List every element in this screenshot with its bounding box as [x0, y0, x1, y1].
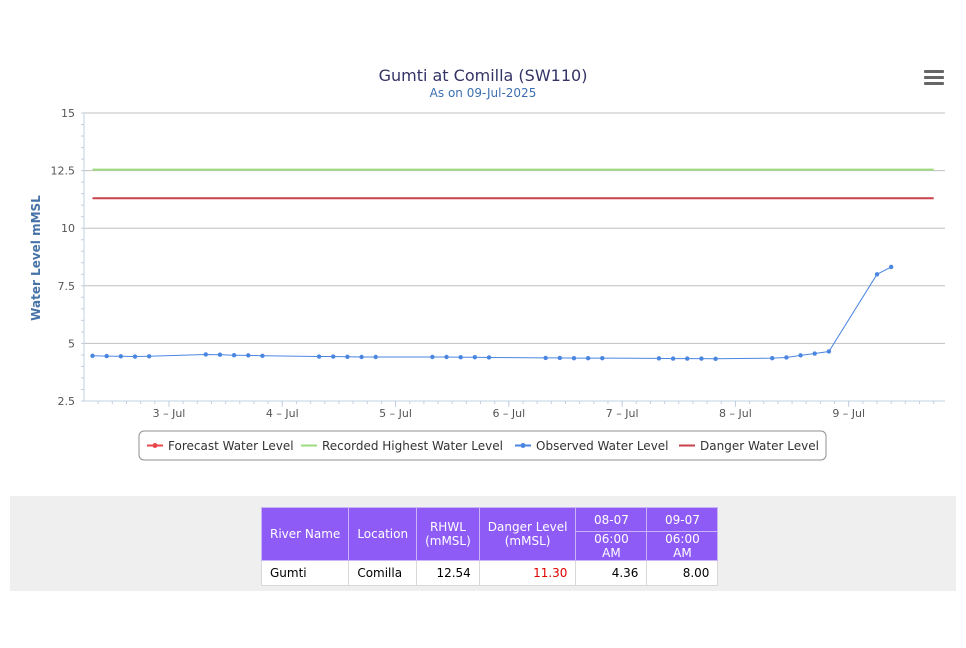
table-row: Gumti Comilla 12.54 11.30 4.36 8.00: [260, 560, 719, 586]
data-point[interactable]: [670, 356, 676, 361]
legend-marker: [520, 443, 526, 448]
y-tick-label: 7.5: [58, 280, 76, 293]
data-point[interactable]: [359, 354, 364, 360]
legend[interactable]: Forecast Water Level Recorded Highest Wat…: [138, 430, 827, 461]
hamburger-menu-icon[interactable]: [922, 68, 946, 90]
data-point[interactable]: [118, 354, 124, 359]
axes: 2.5 5 7.5 10 12.5 15 3 – Jul 4 – Jul 5 – Jul 6 – …: [51, 107, 945, 420]
y-tick-label: 10: [61, 222, 75, 235]
x-tick-label: 4 – Jul: [266, 407, 299, 420]
data-point[interactable]: [146, 354, 152, 359]
x-tick-label: 9 – Jul: [832, 407, 865, 420]
data-point[interactable]: [458, 355, 463, 360]
chart-title: Gumti at Comilla (SW110): [379, 66, 588, 85]
data-point[interactable]: [345, 354, 350, 359]
y-tick-label: 5: [68, 337, 75, 350]
data-point[interactable]: [472, 355, 478, 360]
y-axis-title: Water Level mMSL: [29, 195, 43, 321]
summary-table-panel: River Name Location RHWL (mMSL) Danger L…: [10, 496, 956, 591]
header-time-1: 06:00 AM: [575, 531, 648, 561]
data-point[interactable]: [888, 264, 894, 270]
legend-item[interactable]: Danger Water Level: [679, 439, 819, 453]
data-point[interactable]: [543, 355, 548, 361]
data-point[interactable]: [260, 353, 265, 359]
data-point[interactable]: [571, 355, 577, 361]
header-rhwl-line2: (mMSL): [425, 534, 471, 548]
legend-label: Danger Water Level: [700, 439, 819, 453]
data-point[interactable]: [231, 352, 237, 358]
data-point[interactable]: [874, 272, 880, 277]
data-point[interactable]: [656, 356, 662, 361]
series-line-observed-water-level[interactable]: [92, 266, 892, 360]
header-danger-line1: Danger Level: [487, 520, 568, 534]
x-tick-label: 5 – Jul: [379, 407, 412, 420]
header-danger-line2: (mMSL): [504, 534, 551, 548]
chart-subtitle: As on 09-Jul-2025: [430, 86, 537, 100]
legend-label: Observed Water Level: [536, 439, 669, 453]
chart-container: Gumti at Comilla (SW110) As on 09-Jul-20…: [29, 66, 946, 461]
header-rhwl: RHWL (mMSL): [416, 507, 480, 561]
data-point[interactable]: [217, 352, 223, 357]
y-tick-label: 2.5: [58, 395, 76, 408]
data-point[interactable]: [373, 354, 378, 360]
data-point[interactable]: [784, 355, 789, 360]
data-point[interactable]: [585, 355, 591, 361]
cell-danger-level: 11.30: [478, 560, 577, 586]
y-tick-label: 15: [61, 107, 75, 120]
data-point[interactable]: [430, 354, 435, 360]
legend-item[interactable]: Forecast Water Level: [147, 439, 294, 453]
legend-item[interactable]: Recorded Highest Water Level: [301, 439, 503, 453]
data-point[interactable]: [316, 354, 322, 359]
cell-value-2: 8.00: [646, 560, 719, 586]
x-tick-label: 8 – Jul: [719, 407, 752, 420]
data-point[interactable]: [798, 353, 803, 358]
data-point[interactable]: [203, 352, 208, 357]
data-point[interactable]: [812, 351, 817, 356]
header-danger-level: Danger Level (mMSL): [478, 507, 577, 561]
series: [90, 168, 934, 362]
x-tick-label: 7 – Jul: [606, 407, 639, 420]
x-tick-label: 6 – Jul: [492, 407, 525, 420]
legend-box: [138, 430, 827, 461]
cell-river-name: Gumti: [260, 560, 350, 586]
header-time-2: 06:00 AM: [646, 531, 719, 561]
header-date-1: 08-07: [575, 507, 648, 532]
header-rhwl-line1: RHWL: [429, 520, 466, 534]
legend-label: Forecast Water Level: [168, 439, 294, 453]
header-location: Location: [348, 507, 418, 561]
x-tick-label: 3 – Jul: [153, 407, 186, 420]
data-point[interactable]: [826, 349, 832, 354]
cell-value-1: 4.36: [575, 560, 648, 586]
legend-label: Recorded Highest Water Level: [322, 439, 503, 453]
header-date-2: 09-07: [646, 507, 719, 532]
data-point[interactable]: [104, 353, 109, 359]
data-point[interactable]: [557, 355, 563, 361]
data-point[interactable]: [246, 353, 251, 358]
data-point[interactable]: [132, 354, 138, 359]
data-point[interactable]: [331, 354, 336, 359]
data-point[interactable]: [699, 356, 704, 361]
data-point[interactable]: [770, 355, 775, 361]
legend-item[interactable]: Observed Water Level: [515, 439, 669, 453]
y-tick-label: 12.5: [51, 165, 76, 178]
cell-location: Comilla: [348, 560, 418, 586]
cell-rhwl: 12.54: [416, 560, 480, 586]
water-level-table: River Name Location RHWL (mMSL) Danger L…: [260, 507, 719, 586]
legend-marker: [152, 443, 158, 448]
water-level-chart: Gumti at Comilla (SW110) As on 09-Jul-20…: [29, 66, 945, 461]
data-point[interactable]: [713, 356, 718, 362]
data-point[interactable]: [90, 353, 95, 359]
header-river-name: River Name: [260, 507, 350, 561]
data-point[interactable]: [486, 355, 492, 360]
data-point[interactable]: [685, 356, 690, 361]
data-point[interactable]: [444, 354, 449, 360]
data-point[interactable]: [600, 355, 605, 361]
